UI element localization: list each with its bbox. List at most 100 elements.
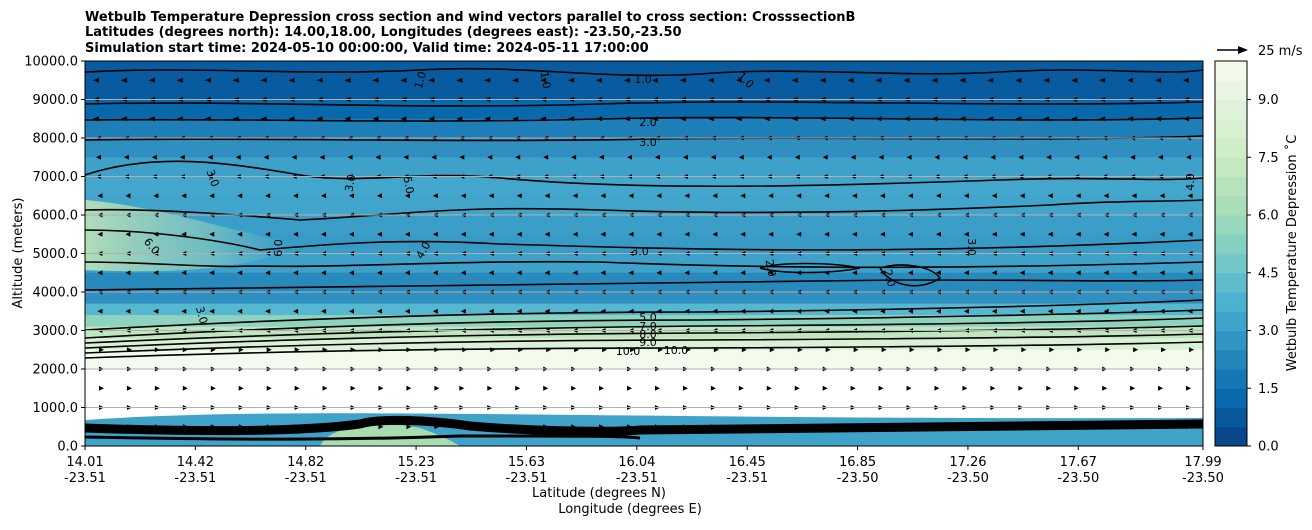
wind-vector xyxy=(434,347,440,353)
wind-vector xyxy=(126,347,132,353)
contour-label: 3.0 xyxy=(631,245,649,258)
contour-band xyxy=(85,157,1203,178)
wind-vector xyxy=(1186,385,1192,391)
wind-vector xyxy=(459,385,465,391)
wind-vector xyxy=(1155,77,1162,83)
colorbar-segment xyxy=(1215,369,1247,389)
wind-vector xyxy=(878,154,884,160)
wind-vector xyxy=(488,193,494,199)
wind-vector xyxy=(403,154,409,160)
wind-vector xyxy=(182,424,188,430)
wind-vector xyxy=(630,347,636,353)
wind-vector xyxy=(880,231,886,237)
wind-vector xyxy=(740,308,746,314)
wind-vector xyxy=(766,154,772,160)
wind-vector xyxy=(431,154,437,160)
wind-vector xyxy=(1158,424,1164,430)
wind-vector xyxy=(1075,308,1081,314)
wind-vector xyxy=(822,385,828,391)
wind-vector xyxy=(991,270,997,276)
wind-key-label: 25 m/s xyxy=(1258,44,1303,59)
wind-vector xyxy=(794,154,800,160)
wind-vector xyxy=(1102,424,1108,430)
wind-vector xyxy=(654,424,660,430)
contour-label: 8.0 xyxy=(639,328,657,341)
wind-vector xyxy=(123,154,129,160)
wind-vector xyxy=(1018,385,1024,391)
x-tick-label-lon: -23.51 xyxy=(285,471,327,486)
surface-contour-band-2 xyxy=(85,434,641,441)
chart-title-line-1: Wetbulb Temperature Depression cross sec… xyxy=(85,10,855,25)
y-tick-label: 4000.0 xyxy=(33,286,79,301)
wind-vector xyxy=(344,77,351,83)
wind-vector xyxy=(432,308,438,314)
contour-band xyxy=(85,303,1203,316)
wind-vector xyxy=(1102,385,1108,391)
wind-key: 25 m/s xyxy=(1217,44,1303,59)
wind-vector xyxy=(682,154,688,160)
colorbar-tick-label: 9.0 xyxy=(1258,93,1279,108)
wind-vector xyxy=(1189,347,1195,353)
wind-vector xyxy=(182,347,188,353)
wind-vector xyxy=(1131,231,1137,237)
wind-vector xyxy=(819,77,826,83)
wind-vector xyxy=(97,270,103,276)
wind-vector xyxy=(378,385,384,391)
wind-vector xyxy=(628,308,634,314)
contour-label-wrap: 1.0 xyxy=(634,73,652,86)
wind-vector xyxy=(627,154,633,160)
wind-vector xyxy=(293,231,299,237)
wind-vector xyxy=(908,193,914,199)
wind-vector xyxy=(210,385,216,391)
wind-vector xyxy=(824,193,830,199)
contour-label: 2.0 xyxy=(763,258,779,277)
chart-title-line-3: Simulation start time: 2024-05-10 00:00:… xyxy=(85,41,649,56)
wind-vector xyxy=(1159,270,1165,276)
contour-label-wrap: 2.0 xyxy=(639,116,657,129)
wind-vector xyxy=(95,154,101,160)
wind-vector xyxy=(847,77,854,83)
wind-vector xyxy=(935,193,941,199)
wind-vector xyxy=(710,154,716,160)
x-tick-label-lat: 17.67 xyxy=(1060,455,1097,470)
wind-vector xyxy=(153,231,159,237)
wind-vector xyxy=(990,385,996,391)
wind-vector xyxy=(937,347,943,353)
wind-vector xyxy=(875,116,882,122)
wind-vector xyxy=(294,347,300,353)
contour-band xyxy=(85,361,1203,370)
wind-vector xyxy=(97,231,103,237)
wind-vector xyxy=(516,308,522,314)
wind-vector xyxy=(796,308,802,314)
wind-vector xyxy=(1099,116,1106,122)
wind-vector xyxy=(987,116,994,122)
wind-vector xyxy=(350,347,356,353)
wind-vector xyxy=(349,193,355,199)
wind-vector xyxy=(935,231,941,237)
wind-vector xyxy=(204,77,211,83)
wind-vector xyxy=(768,308,774,314)
x-tick-label-lat: 16.04 xyxy=(618,455,655,470)
contour-label-wrap: 7.0 xyxy=(639,320,657,333)
wind-vector xyxy=(376,308,382,314)
wind-vector xyxy=(293,308,299,314)
wind-vector xyxy=(819,116,826,122)
wind-vector xyxy=(741,347,747,353)
wind-vector xyxy=(878,424,884,430)
wind-vector xyxy=(822,424,828,430)
wind-vector xyxy=(378,347,384,353)
wind-vector xyxy=(120,77,127,83)
wind-vector xyxy=(92,116,99,122)
colorbar-label: Wetbulb Temperature Depression ˚C xyxy=(1284,135,1300,372)
wind-vector xyxy=(263,154,269,160)
wind-vector xyxy=(880,270,886,276)
wind-vector xyxy=(1018,424,1024,430)
wind-vector xyxy=(1105,347,1111,353)
wind-vector xyxy=(1077,347,1083,353)
wind-vector xyxy=(987,77,994,83)
wind-vector xyxy=(404,231,410,237)
wind-vector xyxy=(656,308,662,314)
colorbar-segment xyxy=(1215,330,1247,351)
contour-label: 1.0 xyxy=(538,70,554,89)
wind-vector xyxy=(1186,154,1192,160)
